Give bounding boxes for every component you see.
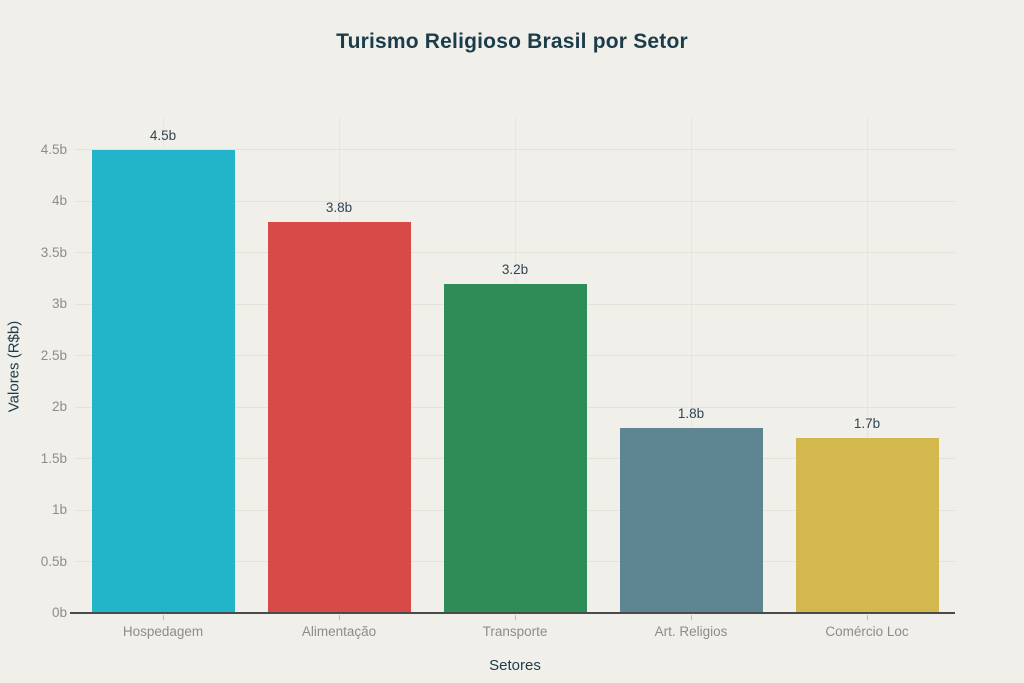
x-tick-mark xyxy=(867,615,868,620)
bar-value-label: 3.2b xyxy=(501,261,529,277)
bar-value-label: 3.8b xyxy=(325,199,353,215)
bar-value-label: 1.7b xyxy=(853,416,881,432)
x-tick-label: Comércio Loc xyxy=(825,624,909,639)
x-tick-mark xyxy=(339,615,340,620)
y-tick-label: 3b xyxy=(51,296,67,312)
x-axis-title: Setores xyxy=(489,657,541,674)
y-tick-label: 4.5b xyxy=(40,141,67,157)
x-tick-mark xyxy=(515,615,516,620)
y-tick-label: 4b xyxy=(51,193,67,209)
x-tick-mark xyxy=(163,615,164,620)
x-tick-mark xyxy=(691,615,692,620)
y-tick-label: 0b xyxy=(51,605,67,620)
chart-title: Turismo Religioso Brasil por Setor xyxy=(336,30,688,53)
y-axis-title: Valores (R$b) xyxy=(5,320,23,413)
bar xyxy=(267,221,411,613)
bar xyxy=(795,438,939,613)
v-gridline xyxy=(866,118,868,613)
v-gridline xyxy=(690,118,692,613)
bar xyxy=(443,283,587,613)
x-axis-line xyxy=(70,612,955,614)
y-tick-label: 2.5b xyxy=(40,347,67,363)
bar xyxy=(91,149,235,613)
y-tick-label: 1b xyxy=(51,502,67,518)
bar-value-label: 4.5b xyxy=(149,127,177,143)
x-tick-label: Transporte xyxy=(482,624,548,639)
x-tick-label: Alimentação xyxy=(301,624,377,639)
x-tick-label: Hospedagem xyxy=(122,624,204,639)
y-tick-label: 0.5b xyxy=(40,553,67,569)
bar xyxy=(619,427,763,613)
y-tick-label: 1.5b xyxy=(40,450,67,466)
x-tick-label: Art. Religios xyxy=(654,624,728,639)
bar-value-label: 1.8b xyxy=(677,405,705,421)
y-tick-label: 3.5b xyxy=(40,244,67,260)
y-tick-label: 2b xyxy=(51,399,67,415)
